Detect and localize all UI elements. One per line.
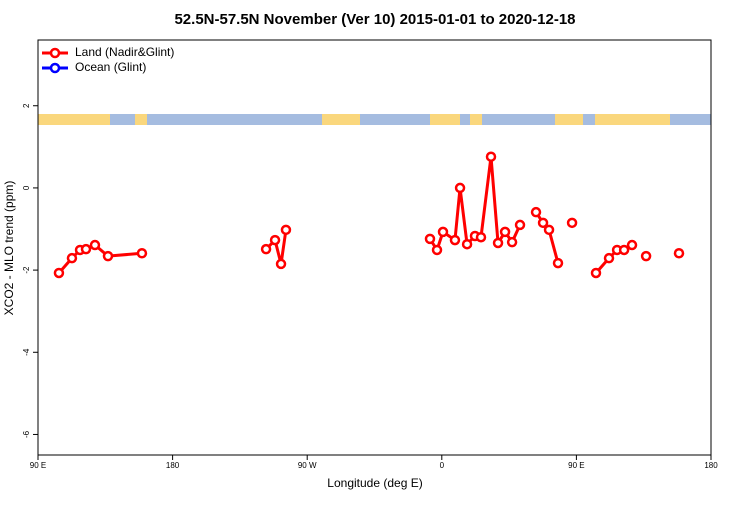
x-axis-label: Longitude (deg E) xyxy=(327,476,422,490)
data-point xyxy=(530,206,542,218)
data-point xyxy=(102,250,114,262)
data-point xyxy=(590,267,602,279)
x-tick-label: 90 E xyxy=(30,461,46,470)
y-axis-label: XCO2 - MLO trend (ppm) xyxy=(2,181,16,316)
data-point xyxy=(603,252,615,264)
data-point xyxy=(537,217,549,229)
y-tick-label: -2 xyxy=(22,266,31,274)
data-point xyxy=(66,252,78,264)
data-point xyxy=(449,234,461,246)
data-point xyxy=(492,237,504,249)
data-point xyxy=(80,243,92,255)
x-tick-label: 180 xyxy=(166,461,180,470)
data-point xyxy=(437,226,449,238)
data-point xyxy=(626,239,638,251)
data-point xyxy=(475,231,487,243)
data-point xyxy=(673,248,685,259)
data-point xyxy=(552,257,564,269)
legend-marker xyxy=(49,62,61,74)
legend-marker xyxy=(49,47,61,59)
y-tick-label: -6 xyxy=(22,430,31,438)
y-tick-label: 2 xyxy=(22,103,31,108)
data-point xyxy=(275,258,287,270)
data-point xyxy=(431,244,443,256)
data-point xyxy=(280,224,292,236)
chart-title: 52.5N-57.5N November (Ver 10) 2015-01-01… xyxy=(174,11,575,28)
legend-label: Ocean (Glint) xyxy=(75,60,146,74)
land-ocean-strip xyxy=(38,114,711,125)
data-point xyxy=(89,239,101,251)
data-point xyxy=(461,238,473,250)
y-tick-label: 0 xyxy=(22,185,31,190)
legend-label: Land (Nadir&Glint) xyxy=(75,45,174,59)
x-tick-label: 90 W xyxy=(298,461,317,470)
x-tick-label: 0 xyxy=(440,461,445,470)
data-point xyxy=(269,234,281,246)
x-tick-label: 180 xyxy=(704,461,718,470)
data-point xyxy=(260,243,272,255)
data-point xyxy=(618,244,630,256)
y-tick-label: -4 xyxy=(22,348,31,356)
data-point xyxy=(506,236,518,248)
data-point xyxy=(514,219,526,231)
data-point xyxy=(499,226,511,238)
x-tick-label: 90 E xyxy=(568,461,584,470)
data-point xyxy=(136,248,148,259)
data-point xyxy=(454,182,466,194)
data-point xyxy=(566,217,578,229)
data-point xyxy=(640,250,652,262)
data-point xyxy=(424,233,436,245)
data-point xyxy=(53,267,65,279)
series-line xyxy=(59,157,679,273)
data-point xyxy=(485,151,497,162)
plot-frame xyxy=(37,39,712,456)
data-point xyxy=(543,224,555,236)
